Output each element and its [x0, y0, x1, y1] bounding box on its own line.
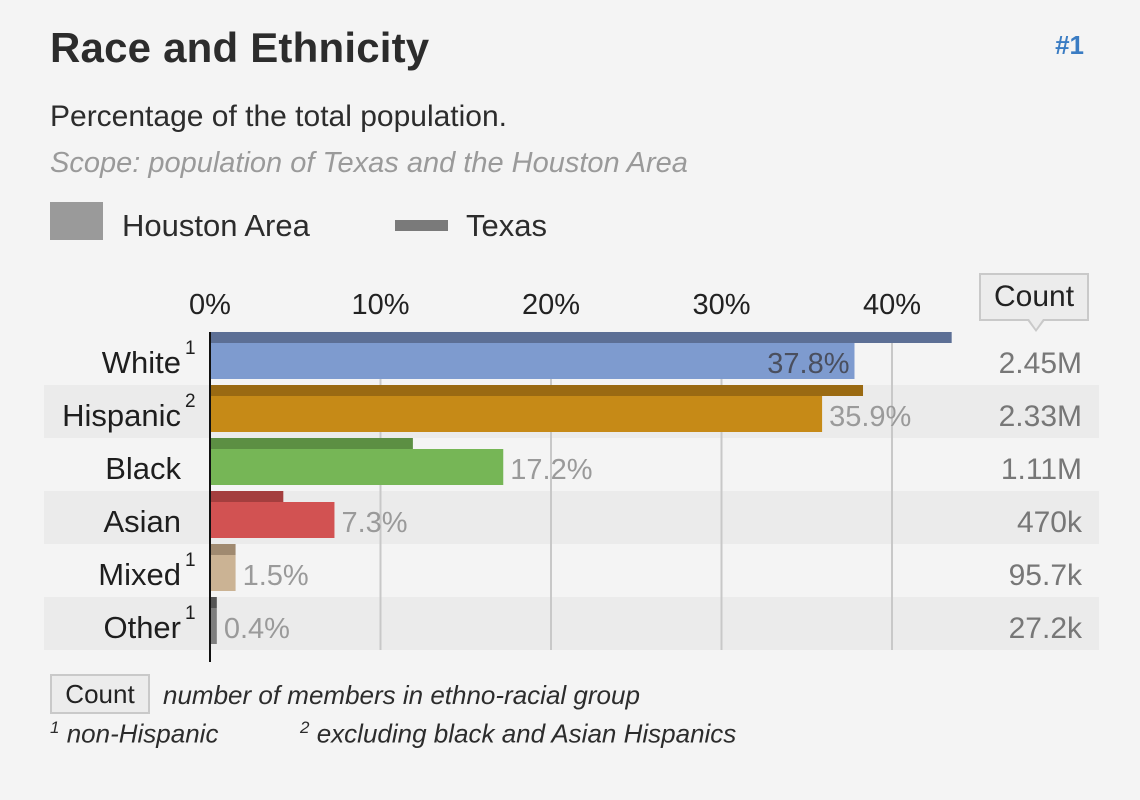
bar-houston [210, 449, 504, 485]
count-value: 2.45M [999, 347, 1082, 380]
bar-houston [210, 555, 236, 591]
category-label: Black [105, 451, 181, 486]
bar-houston [210, 396, 823, 432]
count-column-header[interactable]: Count [979, 273, 1089, 321]
bar-texas [210, 438, 413, 449]
legend-swatch-texas [395, 220, 448, 231]
x-tick-label: 20% [522, 289, 580, 321]
footnote-1: 1 non-Hispanic [50, 718, 218, 750]
row-stripe [44, 597, 1099, 650]
chart-scope: Scope: population of Texas and the Houst… [50, 147, 688, 179]
x-tick-label: 10% [351, 289, 409, 321]
bar-value-label: 17.2% [510, 454, 592, 486]
category-footnote-marker: 1 [185, 338, 196, 359]
category-footnote-marker: 1 [185, 603, 196, 624]
footnote-count-description: number of members in ethno-racial group [163, 680, 640, 710]
footnote-1-text: non-Hispanic [66, 718, 219, 749]
legend-label-texas: Texas [466, 208, 547, 243]
bar-texas [210, 332, 952, 343]
count-value: 2.33M [999, 400, 1082, 433]
legend-label-houston: Houston Area [122, 208, 310, 243]
category-label: Mixed [98, 557, 181, 592]
chart-title: Race and Ethnicity [50, 24, 430, 71]
bar-houston [210, 502, 335, 538]
x-tick-label: 0% [189, 289, 231, 321]
footnote-2-marker: 2 [300, 718, 310, 737]
bar-houston [210, 343, 855, 379]
category-label: Asian [103, 504, 181, 539]
count-header-pointer-inner [1029, 319, 1043, 329]
chart-subtitle: Percentage of the total population. [50, 100, 508, 133]
legend-swatch-houston [50, 202, 103, 240]
count-value: 1.11M [1001, 453, 1082, 486]
bar-texas [210, 491, 284, 502]
category-label: White [102, 345, 181, 380]
count-value: 95.7k [1009, 559, 1083, 592]
footnote-1-marker: 1 [50, 718, 60, 737]
bar-value-label: 0.4% [224, 613, 290, 645]
bar-houston [210, 608, 217, 644]
category-footnote-marker: 1 [185, 550, 196, 571]
bar-value-label: 37.8% [767, 348, 849, 380]
category-label: Hispanic [62, 398, 181, 433]
x-tick-label: 40% [863, 289, 921, 321]
bar-texas [210, 385, 864, 396]
category-label: Other [103, 610, 181, 645]
x-tick-label: 30% [692, 289, 750, 321]
footnote-count-box: Count [50, 674, 150, 714]
footnote-2: 2 excluding black and Asian Hispanics [300, 718, 736, 750]
row-stripe [44, 491, 1099, 544]
bar-value-label: 1.5% [243, 560, 309, 592]
bar-texas [210, 597, 217, 608]
category-footnote-marker: 2 [185, 391, 196, 412]
bar-texas [210, 544, 236, 555]
footnote-2-text: excluding black and Asian Hispanics [316, 718, 737, 749]
rank-link[interactable]: #1 [1055, 30, 1084, 60]
bar-value-label: 7.3% [341, 507, 407, 539]
count-value: 27.2k [1009, 612, 1083, 645]
count-value: 470k [1017, 506, 1083, 539]
bar-value-label: 35.9% [829, 401, 911, 433]
